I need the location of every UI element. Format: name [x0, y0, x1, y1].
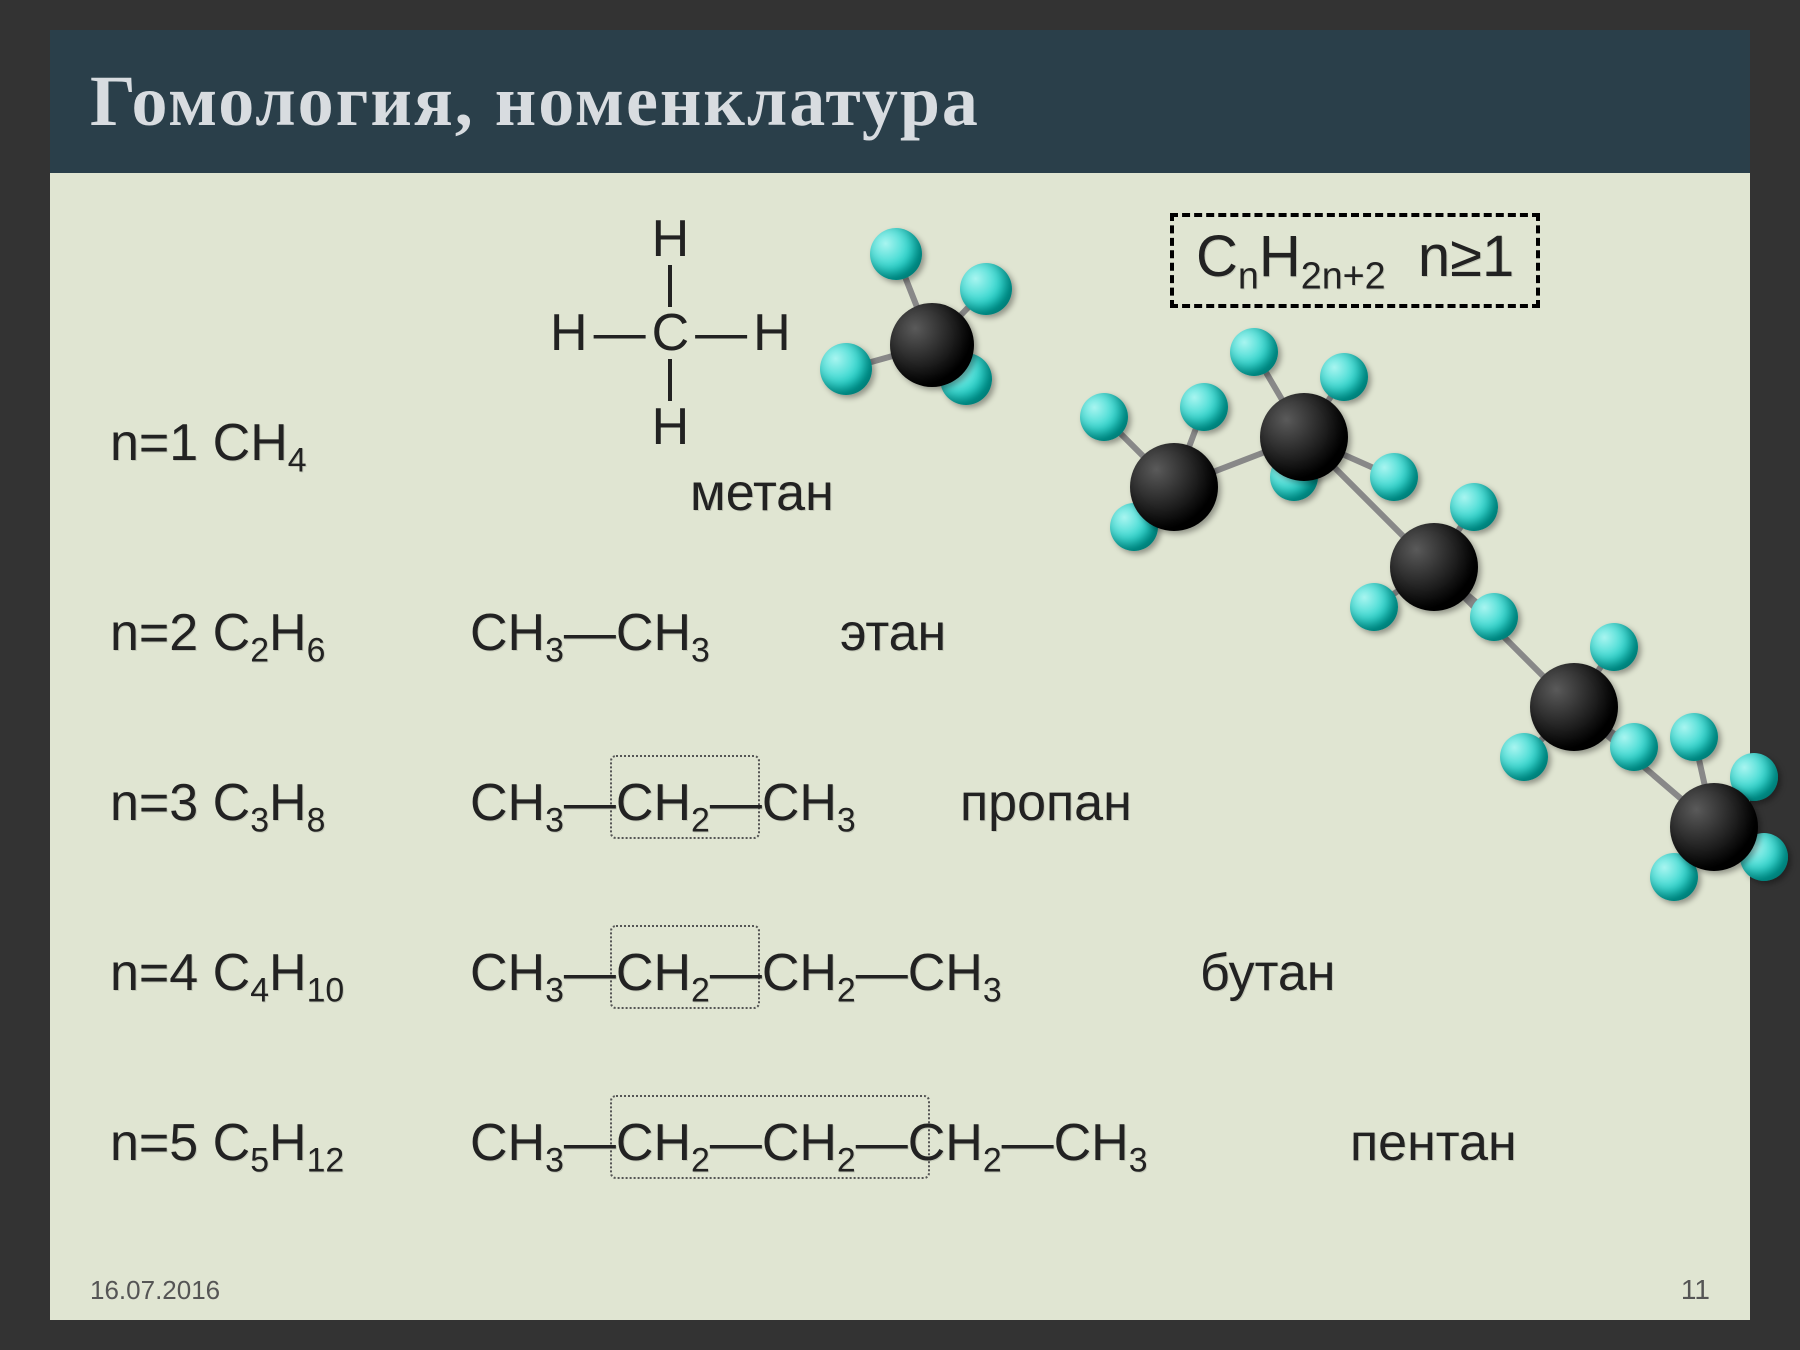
hydrogen-atom: [1670, 713, 1718, 761]
hydrogen-atom: [1590, 623, 1638, 671]
carbon-atom: [890, 303, 974, 387]
hydrogen-atom: [1610, 723, 1658, 771]
structure-2: CH3—CH3: [470, 603, 710, 670]
lewis-h: H: [652, 401, 690, 453]
general-formula-box: CnH2n+2 n≥1: [1170, 213, 1540, 308]
hydrogen-atom: [1320, 353, 1368, 401]
hydrogen-atom: [870, 228, 922, 280]
compound-name-3: пропан: [960, 773, 1132, 833]
hydrogen-atom: [1370, 453, 1418, 501]
content-area: CnH2n+2 n≥1 H H — C — H H n=1 CH4 метан n=…: [50, 173, 1750, 1323]
footer-page-number: 11: [1681, 1274, 1710, 1306]
carbon-atom: [1530, 663, 1618, 751]
hydrogen-atom: [1450, 483, 1498, 531]
compound-name-1: метан: [690, 463, 834, 523]
formula-n-2: n=2 C2H6: [110, 603, 325, 670]
hydrogen-atom: [1080, 393, 1128, 441]
formula-n-5: n=5 C5H12: [110, 1113, 344, 1180]
carbon-atom: [1130, 443, 1218, 531]
carbon-atom: [1260, 393, 1348, 481]
structure-3: CH3—CH2—CH3: [470, 773, 856, 840]
formula-n-1: n=1 CH4: [110, 413, 307, 480]
hydrogen-atom: [1500, 733, 1548, 781]
slide: Гомология, номенклатура CnH2n+2 n≥1 H H …: [50, 30, 1750, 1320]
slide-title: Гомология, номенклатура: [50, 30, 1750, 173]
lewis-h: H: [550, 307, 588, 359]
lewis-c: C: [652, 307, 690, 359]
compound-name-5: пентан: [1350, 1113, 1517, 1173]
formula-n-3: n=3 C3H8: [110, 773, 325, 840]
footer-date: 16.07.2016: [90, 1275, 220, 1306]
lewis-h: H: [652, 213, 690, 265]
hydrogen-atom: [960, 263, 1012, 315]
methane-lewis-structure: H H — C — H H: [550, 213, 791, 453]
hydrogen-atom: [1230, 328, 1278, 376]
hydrogen-atom: [1180, 383, 1228, 431]
compound-name-2: этан: [840, 603, 946, 663]
carbon-atom: [1390, 523, 1478, 611]
lewis-h: H: [753, 307, 791, 359]
formula-n-4: n=4 C4H10: [110, 943, 344, 1010]
hydrogen-atom: [1470, 593, 1518, 641]
carbon-atom: [1670, 783, 1758, 871]
hydrogen-atom: [1350, 583, 1398, 631]
structure-4: CH3—CH2—CH2—CH3: [470, 943, 1002, 1010]
hydrogen-atom: [820, 343, 872, 395]
structure-5: CH3—CH2—CH2—CH2—CH3: [470, 1113, 1148, 1180]
compound-name-4: бутан: [1200, 943, 1336, 1003]
